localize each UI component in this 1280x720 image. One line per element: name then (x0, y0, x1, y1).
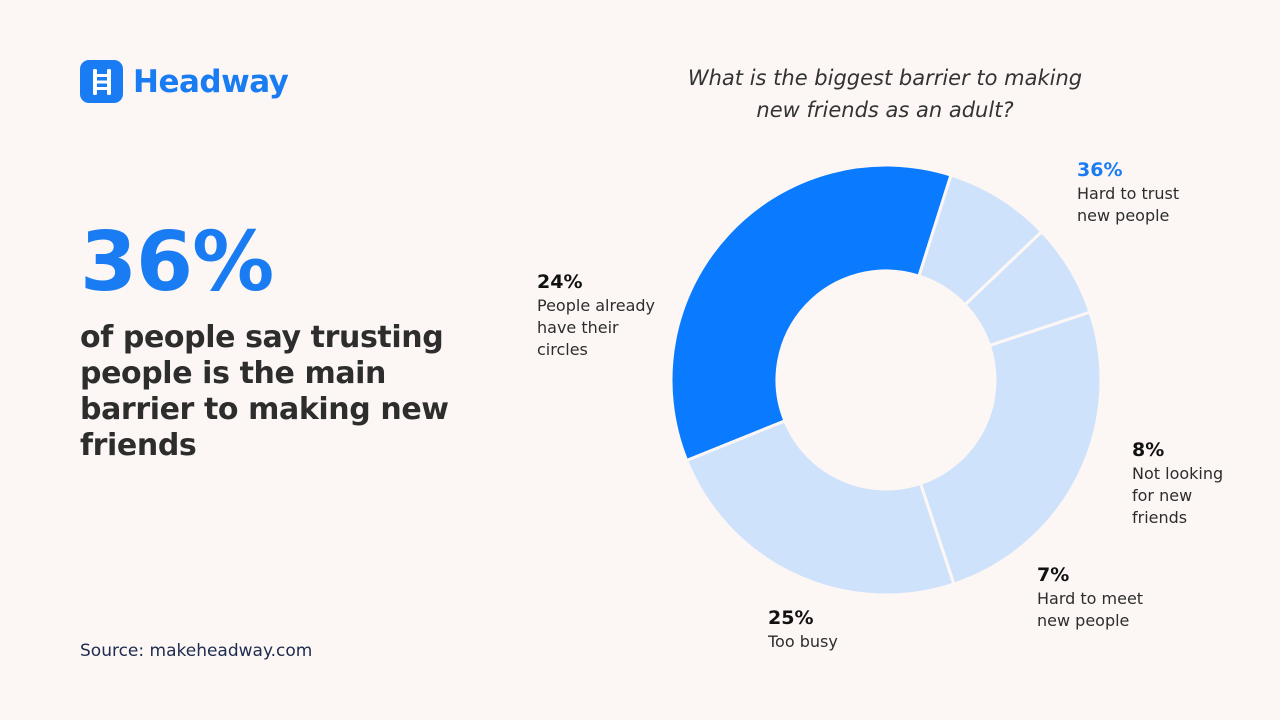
ladder-icon (80, 60, 123, 103)
headway-logo: Headway (80, 60, 289, 103)
slice-category-label: Too busy (768, 632, 838, 651)
slice-value-label: 25% (768, 607, 814, 629)
donut-slice (669, 163, 953, 463)
slice-value-label: 36% (1077, 159, 1123, 181)
slice-value-label: 7% (1037, 564, 1070, 586)
slice-label: 7% Hard to meet new people (1037, 562, 1167, 632)
slice-category-label: People already have their circles (537, 296, 655, 359)
slice-label: 36% Hard to trust new people (1077, 157, 1207, 227)
slice-label: 25% Too busy (768, 605, 868, 653)
slice-value-label: 8% (1132, 439, 1165, 461)
source-text: Source: makeheadway.com (80, 641, 313, 661)
donut-slice (685, 419, 956, 597)
slice-label: 24% People already have their circles (537, 269, 657, 361)
slice-category-label: Hard to trust new people (1077, 184, 1180, 225)
donut-slice (918, 310, 1103, 586)
chart-title: What is the biggest barrier to making ne… (687, 66, 1083, 122)
slice-category-label: Hard to meet new people (1037, 589, 1144, 630)
slice-label: 8% Not looking for new friends (1132, 437, 1242, 529)
brand-name: Headway (133, 63, 289, 100)
hero-text: of people say trusting people is the mai… (80, 320, 449, 463)
slice-value-label: 24% (537, 271, 583, 293)
slice-category-label: Not looking for new friends (1132, 464, 1224, 527)
hero-stat: 36% (80, 215, 274, 310)
